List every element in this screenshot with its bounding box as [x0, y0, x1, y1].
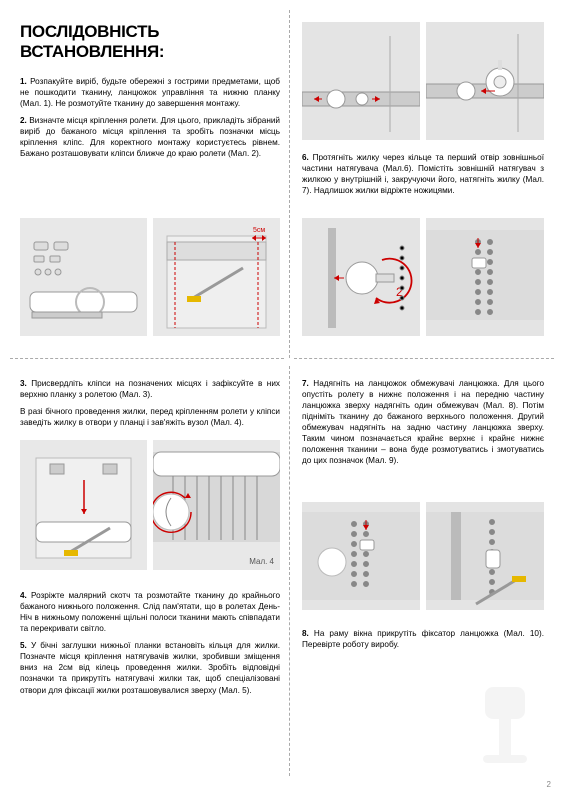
step-3: 3. Присвердліть кліпси на позначених міс… — [20, 378, 280, 400]
step-1: 1. Розпакуйте виріб, будьте обережні з г… — [20, 76, 280, 109]
figure-3: Мал. 3 — [20, 440, 147, 570]
step-6: 6. Протягніть жилку через кільце та перш… — [302, 152, 544, 196]
figure-2: Мал. 2 5см — [153, 218, 280, 336]
watermark-icon — [465, 679, 545, 769]
figure-9: Мал. 9 — [302, 502, 420, 610]
page-title: ПОСЛІДОВНІСТЬ ВСТАНОВЛЕННЯ: — [20, 22, 280, 62]
step-3b: В разі бічного проведення жилки, перед к… — [20, 406, 280, 428]
figure-8: Мал. 8 — [426, 218, 544, 336]
figure-1: Мал. 1 — [20, 218, 147, 336]
svg-text:5см: 5см — [253, 227, 265, 234]
figure-6: Мал. 6 — [426, 22, 544, 140]
figure-10: Мал. 10 — [426, 502, 544, 610]
step-2: 2. Визначте місця кріплення ролети. Для … — [20, 115, 280, 159]
page-number: 2 — [547, 780, 551, 789]
step-8: 8. На раму вікна прикрутіть фіксатор лан… — [302, 628, 544, 650]
step-5: 5. У бічні заглушки нижньої планки встан… — [20, 640, 280, 695]
step-4: 4. Розріжте малярний скотч та розмотайте… — [20, 590, 280, 634]
figure-4: Мал. 4 — [153, 440, 280, 570]
step-7: 7. Надягніть на ланцюжок обмежувачі ланц… — [302, 378, 544, 467]
figure-5: Мал. 5 — [302, 22, 420, 140]
figure-7: Мал. 7 2 — [302, 218, 420, 336]
